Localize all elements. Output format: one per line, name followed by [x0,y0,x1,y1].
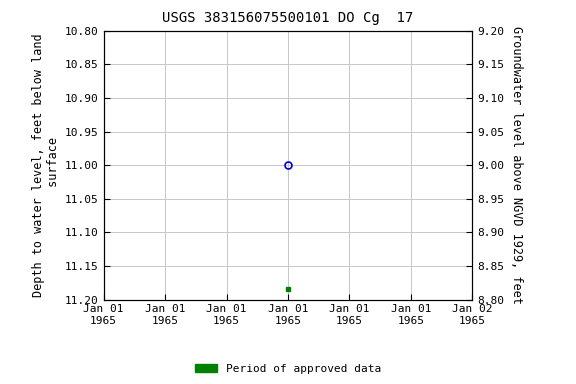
Legend: Period of approved data: Period of approved data [191,359,385,379]
Y-axis label: Depth to water level, feet below land
 surface: Depth to water level, feet below land su… [32,33,59,297]
Y-axis label: Groundwater level above NGVD 1929, feet: Groundwater level above NGVD 1929, feet [510,26,523,304]
Title: USGS 383156075500101 DO Cg  17: USGS 383156075500101 DO Cg 17 [162,12,414,25]
